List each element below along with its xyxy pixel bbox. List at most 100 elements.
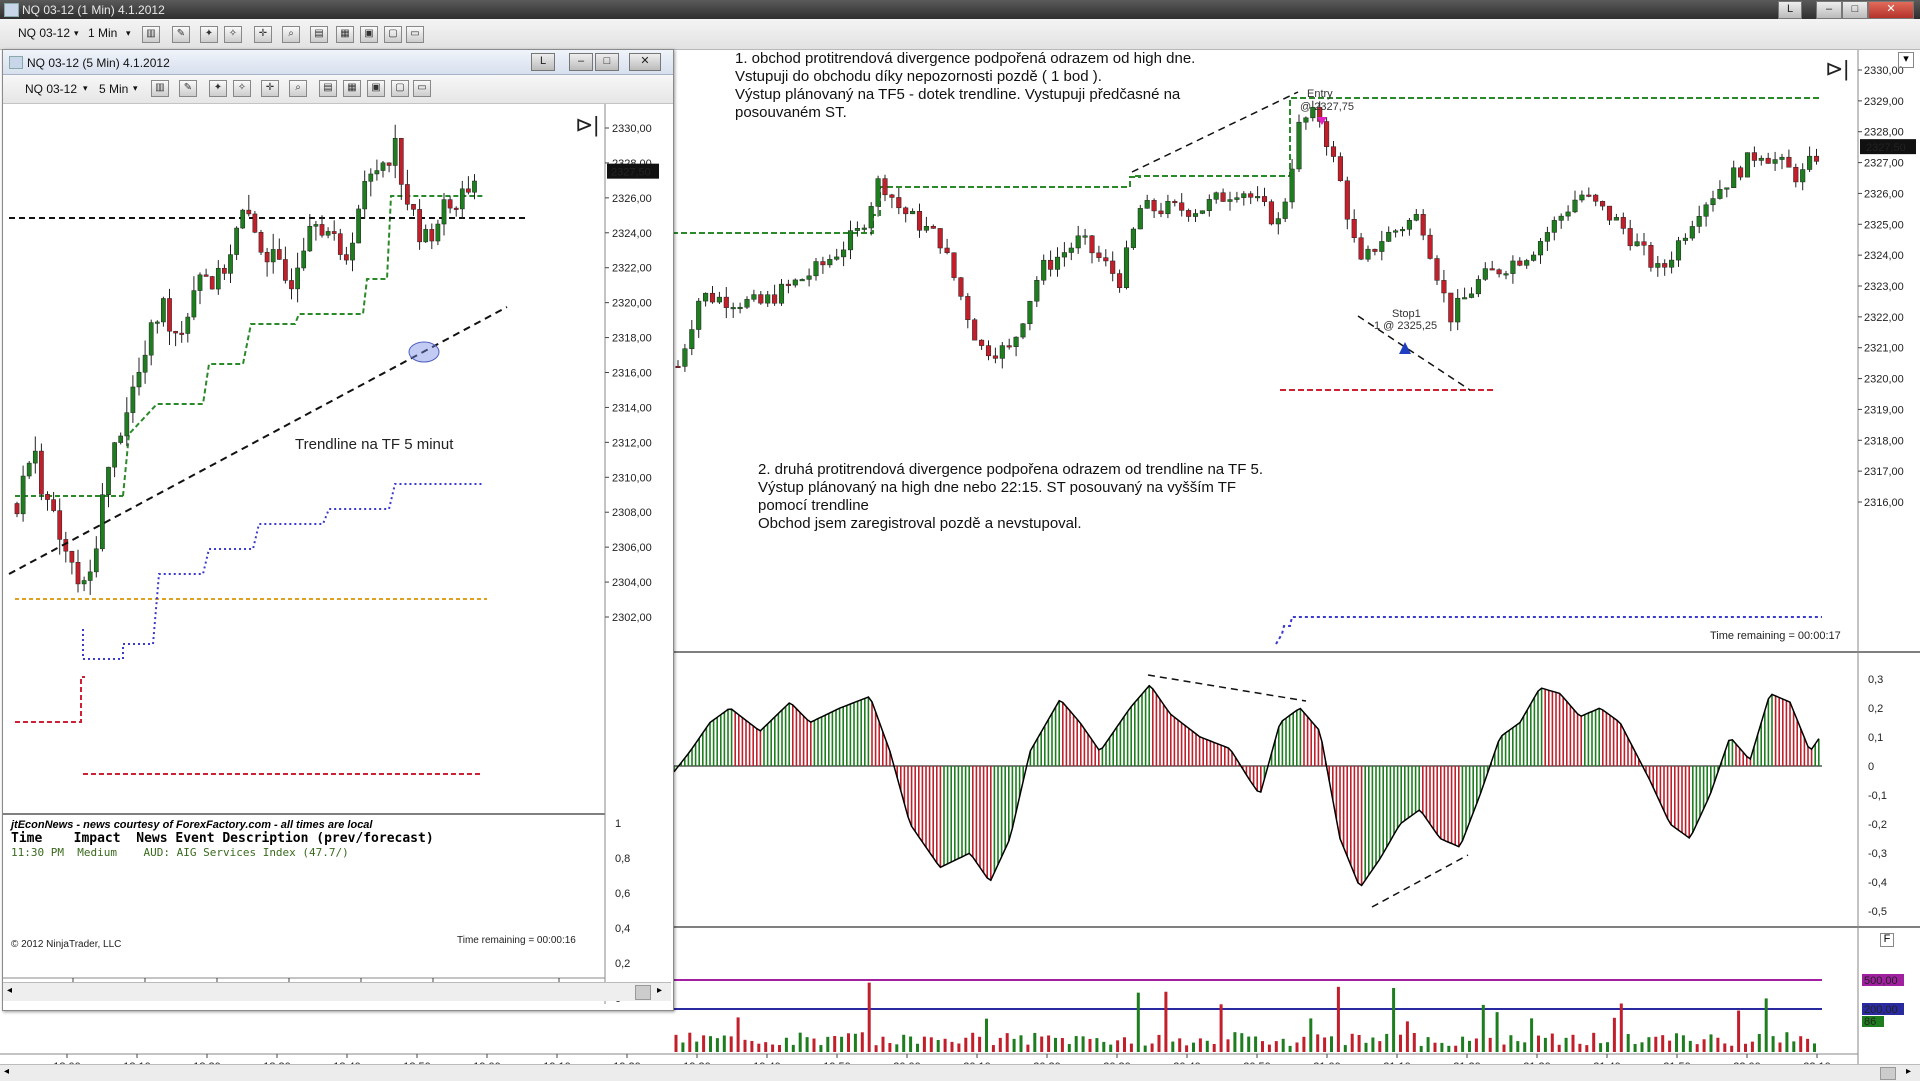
candle-up[interactable] <box>1558 215 1564 221</box>
candle-down[interactable] <box>276 249 282 260</box>
candle-down[interactable] <box>1330 146 1337 157</box>
candle-up[interactable] <box>1482 268 1488 280</box>
candle-up[interactable] <box>32 450 38 464</box>
inner-close-button[interactable]: ✕ <box>629 53 661 71</box>
candle-up[interactable] <box>765 294 771 304</box>
inner-instrument-selector[interactable]: NQ 03-12 <box>25 82 78 96</box>
chevron-down-icon[interactable]: ▾ <box>126 28 131 38</box>
candle-down[interactable] <box>675 365 681 368</box>
candle-down[interactable] <box>1006 345 1012 348</box>
candle-down[interactable] <box>1586 194 1592 197</box>
candle-down[interactable] <box>709 292 716 303</box>
candle-up[interactable] <box>441 199 447 225</box>
candle-down[interactable] <box>344 254 349 261</box>
candle-up[interactable] <box>1020 323 1026 338</box>
chevron-down-icon[interactable]: ▾ <box>74 28 79 38</box>
candle-up[interactable] <box>1503 273 1509 276</box>
candle-up[interactable] <box>1303 117 1309 123</box>
candle-down[interactable] <box>889 194 895 198</box>
candle-down[interactable] <box>1344 180 1350 220</box>
main-horizontal-scrollbar[interactable]: ◂ ▸ <box>0 1064 1920 1081</box>
candle-up[interactable] <box>392 138 398 166</box>
candle-up[interactable] <box>1130 228 1136 248</box>
candle-up[interactable] <box>834 256 840 260</box>
candle-down[interactable] <box>1110 260 1116 274</box>
candle-up[interactable] <box>716 296 722 303</box>
candle-up[interactable] <box>1717 189 1723 199</box>
candle-up[interactable] <box>1800 169 1806 183</box>
candle-up[interactable] <box>81 580 87 585</box>
candle-up[interactable] <box>703 292 709 302</box>
candle-up[interactable] <box>1406 220 1412 230</box>
template-icon[interactable]: ▭ <box>413 80 431 97</box>
candle-up[interactable] <box>1675 240 1682 261</box>
candle-up[interactable] <box>682 348 688 367</box>
candle-down[interactable] <box>1441 280 1447 294</box>
candle-down[interactable] <box>1048 259 1054 270</box>
candle-down[interactable] <box>39 450 44 495</box>
candle-up[interactable] <box>93 548 99 573</box>
candle-down[interactable] <box>331 231 337 234</box>
candle-up[interactable] <box>854 228 860 231</box>
zoom-icon[interactable]: ⌕ <box>289 80 307 97</box>
candle-down[interactable] <box>723 296 729 308</box>
candle-up[interactable] <box>1123 247 1130 288</box>
scroll-to-end-icon[interactable]: ⊳| <box>1825 56 1850 81</box>
candle-down[interactable] <box>1317 107 1323 122</box>
strategy-icon[interactable]: ✧ <box>233 80 251 97</box>
candle-down[interactable] <box>1420 214 1426 236</box>
candle-up[interactable] <box>1255 196 1261 199</box>
candle-up[interactable] <box>730 307 736 310</box>
candle-down[interactable] <box>1496 269 1502 275</box>
candle-down[interactable] <box>979 339 985 346</box>
candle-down[interactable] <box>405 184 410 205</box>
candle-up[interactable] <box>1082 235 1088 238</box>
candle-down[interactable] <box>417 209 422 243</box>
properties-icon[interactable]: ▣ <box>360 26 378 43</box>
candle-up[interactable] <box>307 226 313 252</box>
candle-up[interactable] <box>847 230 854 251</box>
candle-up[interactable] <box>841 249 847 258</box>
candle-down[interactable] <box>772 294 778 304</box>
candle-down[interactable] <box>447 199 453 209</box>
inner-minimize-button[interactable]: – <box>569 53 593 71</box>
candle-up[interactable] <box>350 242 355 261</box>
candle-down[interactable] <box>1606 205 1613 221</box>
indicator-icon[interactable]: ✦ <box>209 80 227 97</box>
candle-up[interactable] <box>1061 252 1067 258</box>
properties-icon[interactable]: ▣ <box>367 80 385 97</box>
candle-up[interactable] <box>1689 226 1695 239</box>
candle-up[interactable] <box>1731 167 1737 188</box>
candle-up[interactable] <box>1282 201 1288 219</box>
candle-up[interactable] <box>1655 263 1661 268</box>
candle-down[interactable] <box>411 204 416 210</box>
candle-up[interactable] <box>1365 248 1371 260</box>
candle-up[interactable] <box>696 300 702 330</box>
candle-down[interactable] <box>758 294 764 304</box>
scroll-left-icon[interactable]: ◂ <box>7 985 13 996</box>
candle-down[interactable] <box>1268 201 1274 225</box>
candle-down[interactable] <box>289 280 294 290</box>
candle-down[interactable] <box>1662 263 1668 268</box>
candle-up[interactable] <box>1393 230 1399 233</box>
candle-down[interactable] <box>45 494 50 500</box>
draw-pencil-icon[interactable]: ✎ <box>172 26 190 43</box>
candle-down[interactable] <box>337 233 343 255</box>
candle-down[interactable] <box>785 283 791 286</box>
candle-down[interactable] <box>951 252 957 278</box>
candle-up[interactable] <box>234 227 239 255</box>
chart-trader-icon[interactable]: ▦ <box>336 26 354 43</box>
candle-up[interactable] <box>26 462 32 477</box>
candle-up[interactable] <box>136 371 142 388</box>
candle-down[interactable] <box>1793 166 1799 183</box>
chart-trader-icon[interactable]: ▦ <box>343 80 361 97</box>
chevron-down-icon[interactable]: ▾ <box>83 83 88 93</box>
candle-down[interactable] <box>398 138 404 185</box>
candle-down[interactable] <box>1434 258 1440 281</box>
candle-up[interactable] <box>1475 279 1481 295</box>
candle-down[interactable] <box>1620 217 1626 229</box>
candle-up[interactable] <box>191 290 197 318</box>
candle-down[interactable] <box>1089 235 1095 254</box>
crosshair-icon[interactable]: ✛ <box>254 26 272 43</box>
candle-down[interactable] <box>1261 196 1268 202</box>
